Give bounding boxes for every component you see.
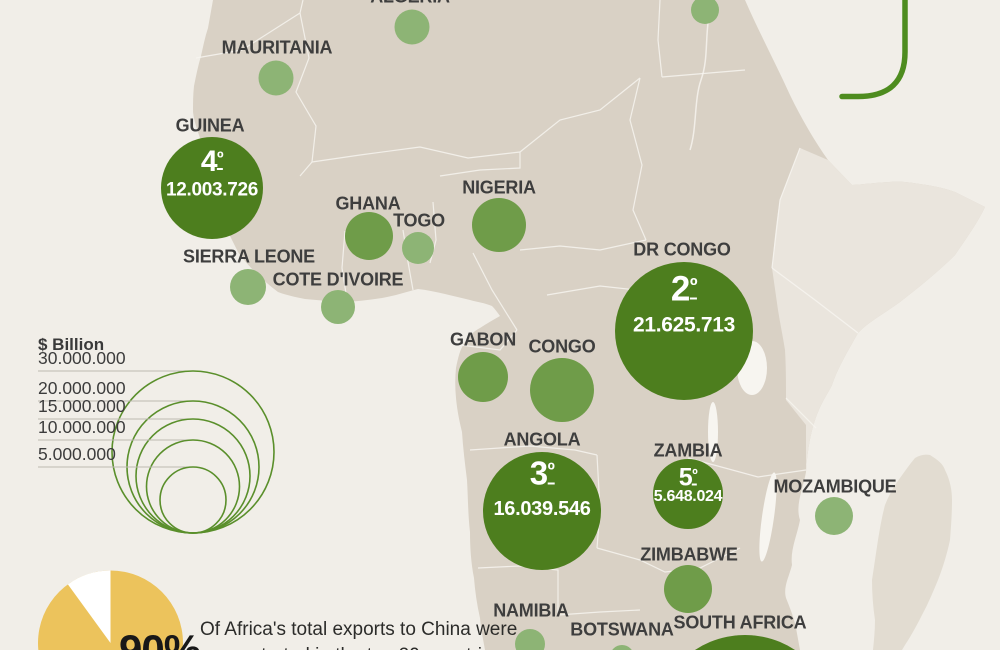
lake-tanganyika [708, 402, 718, 462]
bubble-unlabeled [691, 0, 719, 24]
bubble-nigeria [472, 198, 526, 252]
bubble-layer [161, 0, 853, 650]
bubble-cote-d-ivoire [321, 290, 355, 324]
east-africa-light-region [772, 148, 985, 472]
bubble-gabon [458, 352, 508, 402]
bubble-zambia [653, 459, 723, 529]
lake-malawi [759, 472, 777, 562]
bubble-algeria [394, 9, 430, 45]
decorative-curve [839, 0, 908, 100]
pie-chart [38, 570, 183, 650]
bubble-dr-congo [615, 262, 753, 400]
continent-shape [193, 0, 985, 650]
bubble-namibia [515, 629, 545, 650]
legend-circle-30-000-000 [111, 370, 275, 534]
bubble-zimbabwe [664, 565, 712, 613]
africa-landmass [193, 0, 985, 650]
legend-circle-15-000-000 [135, 418, 251, 534]
pie-slice-10 [67, 570, 111, 643]
legend-circles-layer [38, 370, 275, 534]
bubble-congo [530, 358, 594, 422]
bubble-mauritania [258, 60, 294, 96]
bubble-angola [483, 452, 601, 570]
bubble-sierra-leone [230, 269, 266, 305]
bubble-togo [402, 232, 434, 264]
legend-circle-5-000-000 [159, 466, 227, 534]
bubble-guinea [161, 137, 263, 239]
nile-river [689, 0, 714, 151]
bubble-south-africa [694, 635, 796, 650]
bubble-botswana [612, 645, 632, 650]
bubble-ghana [345, 212, 393, 260]
bubble-mozambique [815, 497, 853, 535]
legend-circle-10-000-000 [145, 439, 241, 534]
madagascar-island [872, 454, 952, 650]
